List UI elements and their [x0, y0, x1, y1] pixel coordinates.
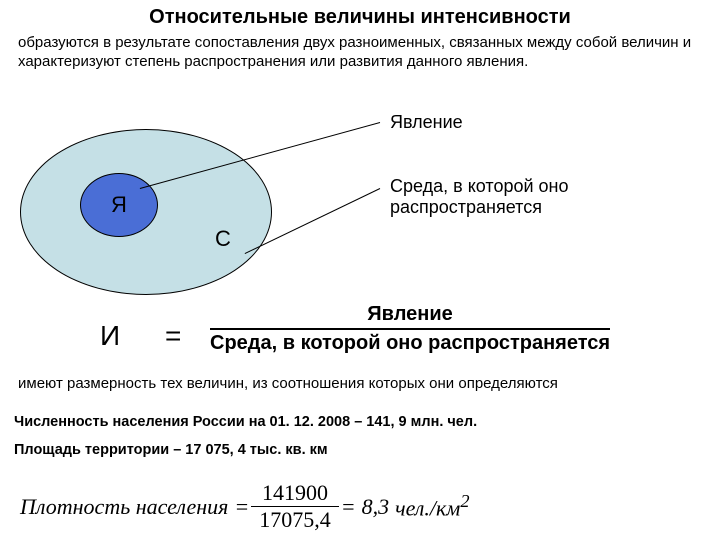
environment-label-line2: распространяется [390, 197, 542, 217]
density-fraction: 141900 17075,4 [255, 480, 335, 533]
venn-diagram: Я С Явление Среда, в которой оно распрос… [10, 108, 710, 363]
example-population: Численность населения России на 01. 12. … [14, 414, 706, 430]
density-numerator: 141900 [258, 480, 332, 506]
example-area: Площадь территории – 17 075, 4 тыс. кв. … [14, 442, 706, 458]
phenomenon-label: Явление [390, 112, 463, 133]
density-unit-exp: 2 [460, 491, 469, 511]
page-title: Относительные величины интенсивности [60, 6, 660, 29]
environment-label-line1: Среда, в которой оно [390, 176, 569, 196]
density-unit-text: чел./км [395, 496, 460, 521]
density-eq1: = [234, 494, 249, 520]
inner-ellipse: Я [80, 173, 158, 237]
outer-ellipse-letter: С [215, 226, 231, 252]
fraction-bar [210, 328, 610, 330]
intensity-symbol: И [100, 320, 120, 352]
intensity-equals: = [165, 320, 181, 352]
density-denominator: 17075,4 [255, 507, 335, 533]
density-formula: Плотность населения = 141900 17075,4 = 8… [20, 480, 470, 533]
density-eq2: = [341, 494, 356, 520]
page-description: образуются в результате сопоставления дв… [18, 34, 702, 72]
density-result: 8,3 [362, 494, 390, 520]
density-unit: чел./км2 [395, 491, 469, 521]
intensity-denominator: Среда, в которой оно распространяется [210, 332, 610, 355]
environment-label: Среда, в которой оно распространяется [390, 176, 569, 218]
intensity-numerator: Явление [367, 303, 452, 326]
intensity-fraction: Явление Среда, в которой оно распростран… [210, 303, 610, 355]
dimension-note: имеют размерность тех величин, из соотно… [18, 375, 702, 392]
density-label: Плотность населения [20, 494, 228, 520]
